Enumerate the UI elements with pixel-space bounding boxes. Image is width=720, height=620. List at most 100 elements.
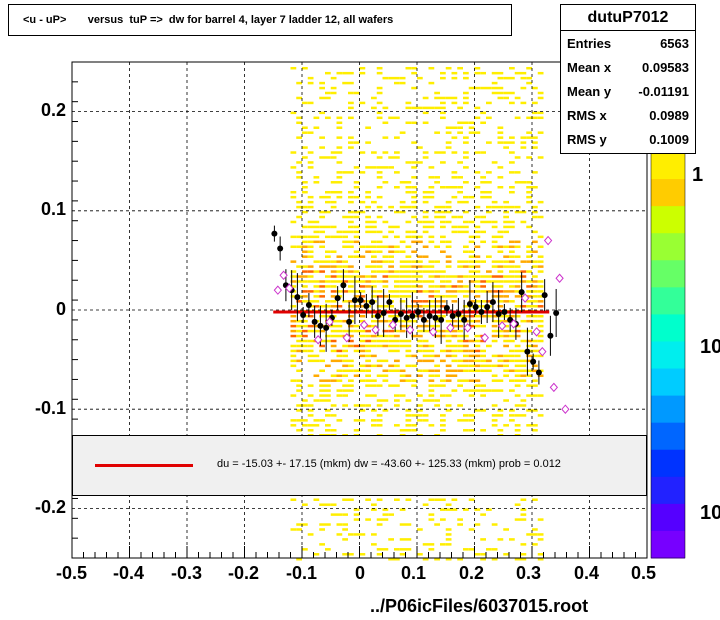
profile-open-point xyxy=(371,325,380,335)
density-cell xyxy=(325,399,331,402)
density-cell xyxy=(353,181,360,184)
density-cell xyxy=(342,329,348,333)
density-cell xyxy=(463,101,469,105)
density-cell xyxy=(514,429,521,432)
density-cell xyxy=(491,235,498,239)
density-cell xyxy=(376,290,383,293)
density-cell xyxy=(514,245,521,249)
density-cell xyxy=(463,285,469,288)
density-cell xyxy=(520,374,527,377)
density-cell xyxy=(520,270,527,273)
density-cell xyxy=(463,508,469,511)
density-cell xyxy=(302,126,308,129)
density-cell xyxy=(514,275,521,278)
density-cell xyxy=(474,225,481,229)
density-cell xyxy=(468,121,475,125)
density-cell xyxy=(514,181,521,184)
density-cell xyxy=(382,136,389,139)
density-cell xyxy=(497,280,504,283)
profile-open-point xyxy=(480,333,490,343)
profile-open-point xyxy=(538,346,547,357)
density-cell xyxy=(359,344,366,348)
density-cell xyxy=(353,225,360,229)
density-cell xyxy=(353,518,360,521)
density-cell xyxy=(451,344,458,348)
profile-point xyxy=(443,305,450,312)
density-cell xyxy=(468,314,475,318)
density-cell xyxy=(532,141,538,144)
density-cell xyxy=(532,210,538,214)
density-cell xyxy=(451,349,458,353)
density-cell xyxy=(376,240,383,244)
density-cell xyxy=(376,91,383,95)
density-cell xyxy=(405,523,412,526)
density-cell xyxy=(348,71,354,75)
density-cell xyxy=(445,126,452,129)
profile-point xyxy=(524,348,531,355)
density-cell xyxy=(359,255,366,258)
density-cell xyxy=(399,275,406,278)
density-cell xyxy=(313,230,320,234)
palette-band xyxy=(651,179,685,207)
density-cell xyxy=(342,270,348,273)
density-cell xyxy=(319,369,325,373)
density-cell xyxy=(376,86,383,90)
x-tick-label: 0.2 xyxy=(459,563,485,583)
density-cell xyxy=(325,394,331,397)
density-cell xyxy=(526,285,532,288)
density-cell xyxy=(445,364,452,368)
density-cell xyxy=(348,498,354,501)
density-cell xyxy=(497,126,504,129)
profile-open-point xyxy=(497,321,507,331)
profile-point xyxy=(380,309,387,316)
density-cell xyxy=(445,295,452,298)
density-cell xyxy=(440,106,446,110)
density-cell xyxy=(480,215,486,219)
density-cell xyxy=(509,101,515,105)
density-cell xyxy=(422,215,429,219)
density-cell xyxy=(313,290,320,293)
density-cell xyxy=(342,230,348,234)
density-cell xyxy=(359,275,366,278)
density-cell xyxy=(336,305,343,308)
density-cell xyxy=(468,250,475,253)
density-cell xyxy=(417,359,423,363)
density-cell xyxy=(382,508,389,511)
density-cell xyxy=(440,498,446,501)
density-cell xyxy=(336,389,343,392)
density-cell xyxy=(463,220,469,224)
density-cell xyxy=(376,215,383,219)
density-cell xyxy=(532,349,538,353)
density-cell xyxy=(330,290,337,293)
density-cell xyxy=(325,300,331,303)
density-cell xyxy=(463,210,469,214)
density-cell xyxy=(411,424,417,427)
density-cell xyxy=(313,220,320,224)
density-cell xyxy=(296,389,302,392)
density-cell xyxy=(342,81,348,85)
density-cell xyxy=(480,240,486,244)
density-cell xyxy=(388,319,394,323)
density-cell xyxy=(405,101,412,105)
density-cell xyxy=(376,245,383,249)
density-cell xyxy=(302,250,308,253)
density-cell xyxy=(290,349,297,353)
density-cell xyxy=(509,245,515,249)
profile-point xyxy=(340,282,347,289)
density-cell xyxy=(491,225,498,229)
density-cell xyxy=(348,225,354,229)
density-cell xyxy=(480,324,486,328)
density-cell xyxy=(468,195,475,199)
density-cell xyxy=(451,71,458,75)
density-cell xyxy=(388,369,394,373)
density-cell xyxy=(428,300,435,303)
density-cell xyxy=(532,290,538,293)
density-cell xyxy=(428,290,435,293)
density-cell xyxy=(405,66,412,70)
density-cell xyxy=(313,240,320,244)
density-cell xyxy=(474,359,481,363)
density-cell xyxy=(480,285,486,288)
density-cell xyxy=(307,270,314,273)
density-cell xyxy=(388,245,394,249)
density-cell xyxy=(457,359,463,363)
